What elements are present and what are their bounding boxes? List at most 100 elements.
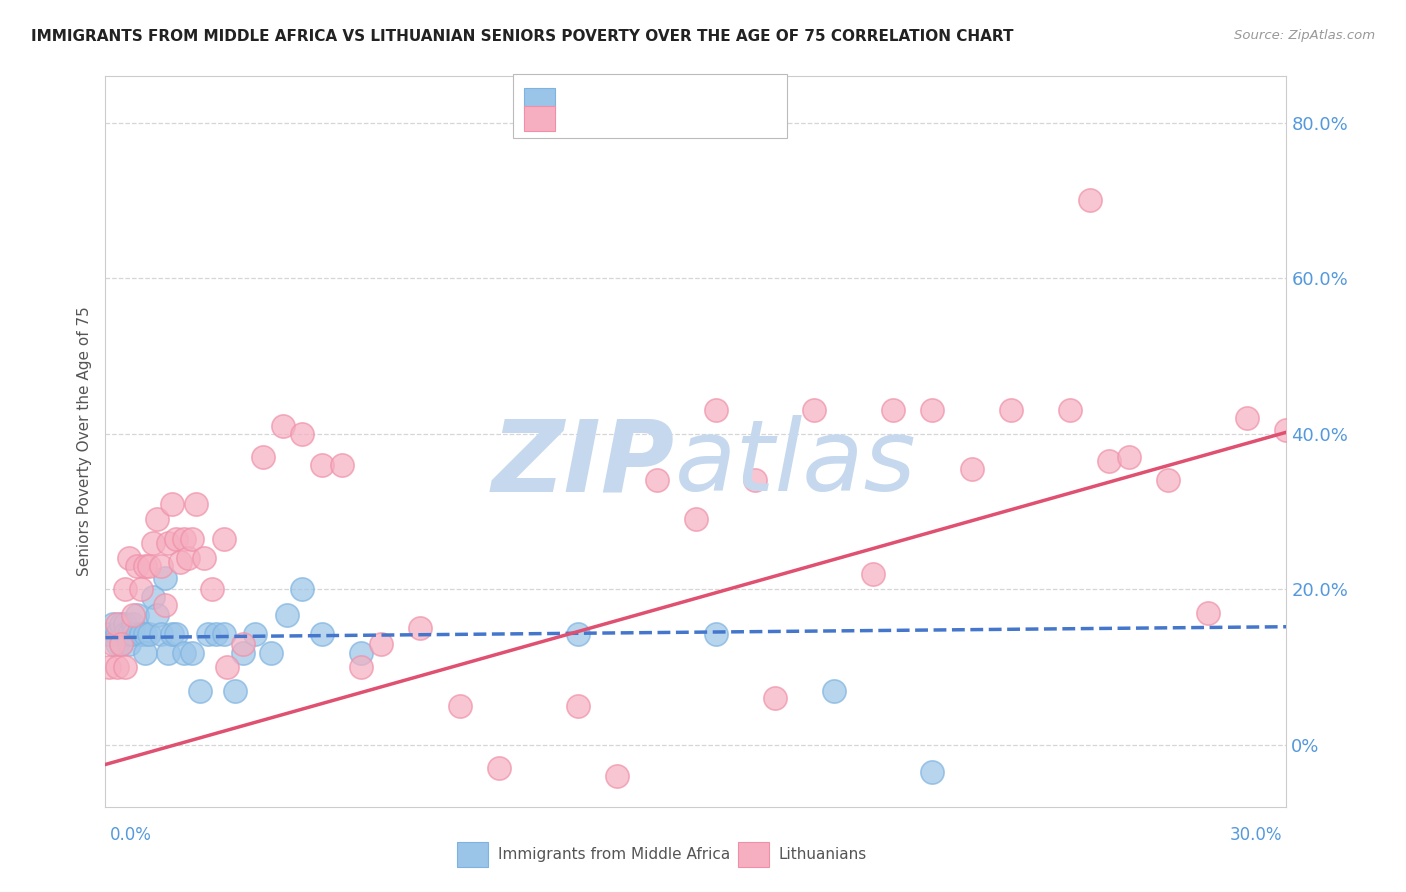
Point [125, 559, 148, 574]
Point [1059, 403, 1081, 417]
Point [685, 512, 707, 526]
Point [129, 626, 152, 640]
Point [1078, 194, 1101, 208]
Point [145, 608, 167, 623]
Point [129, 582, 152, 597]
Point [138, 559, 160, 574]
Point [291, 426, 314, 441]
Point [157, 535, 180, 549]
Point [1197, 606, 1219, 620]
Point [149, 559, 172, 574]
Point [252, 450, 274, 464]
Point [197, 626, 219, 640]
Point [350, 660, 373, 674]
Point [193, 551, 215, 566]
Point [744, 474, 766, 488]
Point [488, 761, 510, 775]
Point [803, 403, 825, 417]
Point [103, 617, 125, 632]
Point [142, 590, 165, 604]
Point [1118, 450, 1140, 464]
Point [162, 626, 184, 640]
Point [212, 626, 235, 640]
Point [165, 532, 187, 546]
Point [118, 626, 141, 640]
Point [606, 769, 628, 783]
Point [105, 626, 128, 640]
Point [921, 403, 943, 417]
Point [217, 660, 239, 674]
Point [134, 646, 156, 660]
Point [201, 582, 224, 597]
Point [173, 646, 195, 660]
Text: Lithuanians: Lithuanians [779, 847, 868, 862]
Text: atlas: atlas [675, 416, 917, 512]
Text: 30.0%: 30.0% [1230, 826, 1282, 844]
Point [763, 691, 786, 706]
Point [449, 699, 471, 714]
Point [142, 535, 165, 549]
Point [370, 637, 392, 651]
Point [134, 559, 156, 574]
Point [153, 571, 176, 585]
Point [704, 626, 727, 640]
Point [823, 683, 845, 698]
Point [122, 608, 145, 623]
Point [110, 617, 132, 632]
Point [1098, 454, 1121, 468]
Point [212, 532, 235, 546]
Point [311, 626, 333, 640]
Text: R = 0.541  N = 61: R = 0.541 N = 61 [567, 110, 731, 128]
Point [118, 551, 141, 566]
Point [224, 683, 246, 698]
Point [276, 608, 298, 623]
Text: IMMIGRANTS FROM MIDDLE AFRICA VS LITHUANIAN SENIORS POVERTY OVER THE AGE OF 75 C: IMMIGRANTS FROM MIDDLE AFRICA VS LITHUAN… [31, 29, 1014, 44]
Point [98, 626, 121, 640]
Point [350, 646, 373, 660]
Point [862, 566, 884, 581]
Point [921, 765, 943, 780]
Point [704, 403, 727, 417]
Point [260, 646, 283, 660]
Point [330, 458, 353, 472]
Point [149, 626, 172, 640]
Point [145, 512, 167, 526]
Point [291, 582, 314, 597]
Text: 0.0%: 0.0% [110, 826, 152, 844]
Point [125, 608, 148, 623]
Point [157, 646, 180, 660]
Point [134, 626, 156, 640]
Point [1157, 474, 1180, 488]
Point [567, 699, 589, 714]
Point [232, 637, 254, 651]
Text: R = 0.035  N = 42: R = 0.035 N = 42 [567, 92, 731, 110]
Point [118, 637, 141, 651]
Point [138, 626, 160, 640]
Point [960, 462, 983, 476]
Point [105, 617, 128, 632]
Point [169, 555, 191, 569]
Point [188, 683, 211, 698]
Point [105, 660, 128, 674]
Point [122, 626, 145, 640]
Point [204, 626, 226, 640]
Point [162, 497, 184, 511]
Text: Source: ZipAtlas.com: Source: ZipAtlas.com [1234, 29, 1375, 42]
Point [184, 497, 207, 511]
Point [1236, 411, 1258, 425]
Point [1000, 403, 1022, 417]
Point [105, 637, 128, 651]
Point [114, 617, 136, 632]
Point [271, 419, 294, 434]
Point [1275, 423, 1298, 437]
Point [232, 646, 254, 660]
Point [114, 582, 136, 597]
Point [409, 621, 432, 635]
Point [173, 532, 195, 546]
Point [122, 617, 145, 632]
Point [311, 458, 333, 472]
Point [114, 660, 136, 674]
Point [181, 646, 204, 660]
Point [110, 637, 132, 651]
Point [882, 403, 904, 417]
